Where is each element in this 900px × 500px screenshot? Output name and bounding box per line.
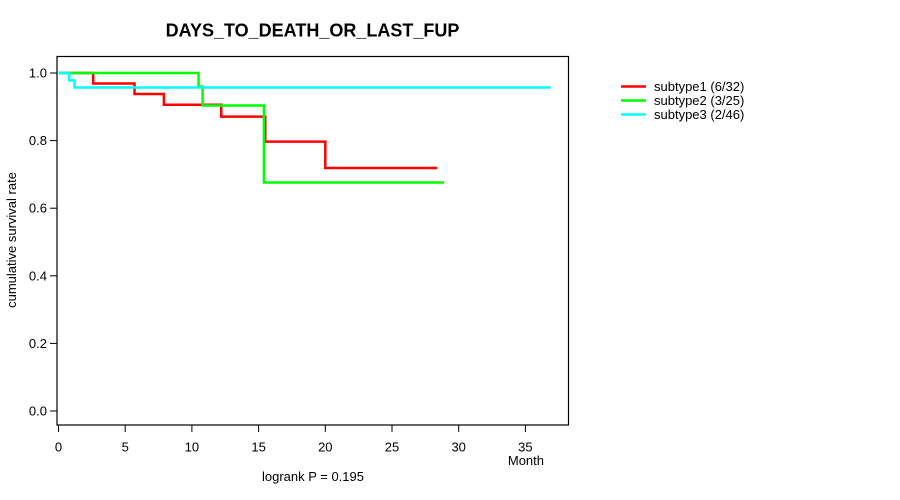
x-tick-label: 5 <box>122 440 129 455</box>
legend-label-subtype2: subtype2 (3/25) <box>654 93 744 108</box>
y-tick-label: 1.0 <box>29 66 47 81</box>
x-tick-label: 15 <box>251 440 265 455</box>
plot-border <box>56 55 570 426</box>
x-axis: 0 5 10 15 20 25 30 35 <box>55 425 533 455</box>
chart-title: DAYS_TO_DEATH_OR_LAST_FUP <box>166 21 460 41</box>
logrank-p-annotation: logrank P = 0.195 <box>262 469 364 484</box>
x-tick-label: 20 <box>318 440 332 455</box>
x-tick-label: 30 <box>451 440 465 455</box>
x-tick-label: 10 <box>185 440 199 455</box>
km-curve-subtype3 <box>58 71 551 89</box>
y-axis-label: cumulative survival rate <box>4 172 19 308</box>
x-tick-label: 0 <box>55 440 62 455</box>
survival-curves <box>58 71 551 184</box>
x-tick-label: 25 <box>385 440 399 455</box>
legend-label-subtype1: subtype1 (6/32) <box>654 79 744 94</box>
legend: subtype1 (6/32)subtype2 (3/25)subtype3 (… <box>621 79 744 122</box>
x-tick-label: 35 <box>518 440 532 455</box>
y-axis: 0.0 0.2 0.4 0.6 0.8 1.0 <box>29 66 57 419</box>
y-tick-label: 0.8 <box>29 133 47 148</box>
km-curve-subtype1 <box>58 71 438 170</box>
km-curve-subtype2 <box>58 71 445 184</box>
y-tick-label: 0.6 <box>29 201 47 216</box>
y-tick-label: 0.0 <box>29 404 47 419</box>
y-tick-label: 0.4 <box>29 268 47 283</box>
x-axis-unit-label: Month <box>508 453 544 468</box>
legend-label-subtype3: subtype3 (2/46) <box>654 107 744 122</box>
y-tick-label: 0.2 <box>29 336 47 351</box>
